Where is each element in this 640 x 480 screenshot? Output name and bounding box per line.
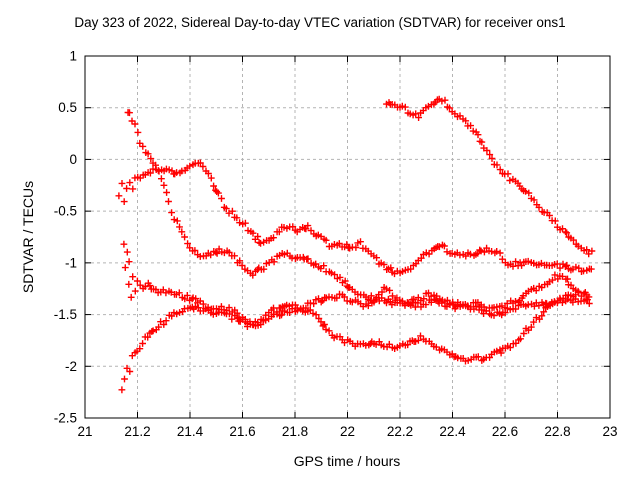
x-tick-label: 22.4 bbox=[439, 424, 466, 439]
x-tick-label: 23 bbox=[602, 424, 617, 439]
data-series-trace-deep-arc bbox=[118, 289, 593, 394]
plot-border-and-ticks bbox=[84, 55, 611, 419]
x-tick-label: 21 bbox=[77, 424, 92, 439]
x-tick-label: 21.4 bbox=[177, 424, 204, 439]
y-tick-label: 0.5 bbox=[58, 100, 77, 115]
data-series-trace-high-start-descending bbox=[124, 109, 582, 315]
y-tick-label: -1 bbox=[65, 255, 77, 270]
x-tick-label: 22 bbox=[340, 424, 355, 439]
x-tick-label: 21.8 bbox=[282, 424, 308, 439]
y-axis-label: SDTVAR / TECUs bbox=[20, 181, 36, 293]
tick-labels: 21 21.2 21.4 21.6 21.8 22 22.2 22.4 22.6 22.8 23 1 0… bbox=[54, 49, 618, 440]
data-points bbox=[115, 95, 596, 394]
x-tick-label: 22.2 bbox=[387, 424, 413, 439]
y-tick-label: -0.5 bbox=[54, 204, 77, 219]
y-tick-label: -1.5 bbox=[54, 307, 77, 322]
x-tick-label: 21.6 bbox=[229, 424, 255, 439]
y-tick-label: -2.5 bbox=[54, 411, 77, 426]
x-tick-label: 21.2 bbox=[124, 424, 150, 439]
data-series-arc-top-right bbox=[383, 95, 596, 258]
data-series-trace-mid-plateau bbox=[115, 159, 595, 278]
chart-title: Day 323 of 2022, Sidereal Day-to-day VTE… bbox=[74, 15, 565, 30]
x-tick-label: 22.8 bbox=[544, 424, 570, 439]
x-axis-label: GPS time / hours bbox=[294, 453, 401, 469]
y-tick-label: -2 bbox=[65, 359, 77, 374]
y-tick-label: 0 bbox=[69, 152, 77, 167]
grid-lines bbox=[85, 56, 610, 418]
x-tick-label: 22.6 bbox=[492, 424, 518, 439]
y-tick-label: 1 bbox=[69, 49, 77, 64]
